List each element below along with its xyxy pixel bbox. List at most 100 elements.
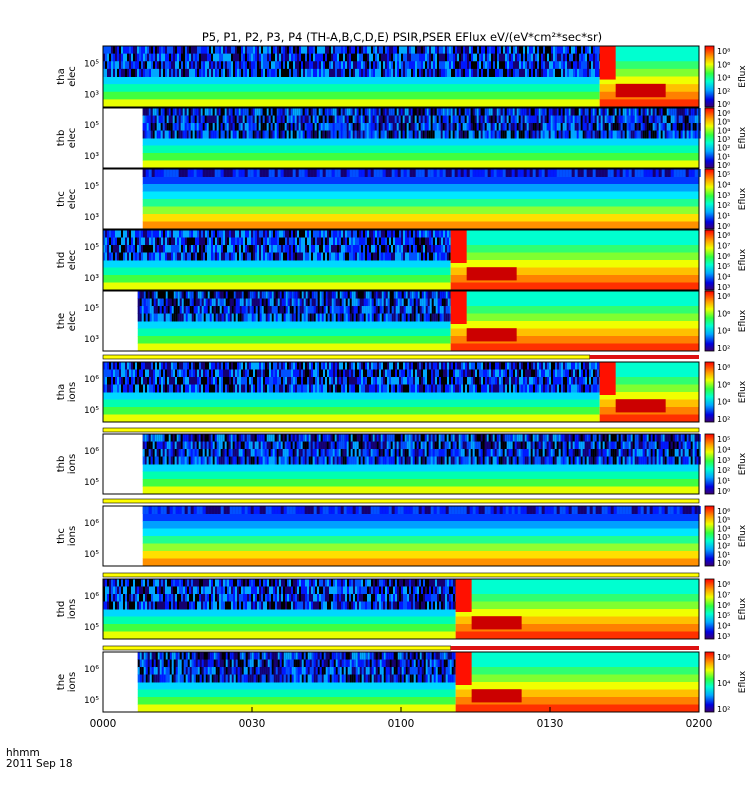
spectrum-cell (485, 53, 487, 62)
spectrum-cell (395, 53, 397, 62)
spectrum-cell (169, 252, 171, 261)
spectrum-cell (267, 237, 269, 246)
spectrum-cell (133, 362, 135, 370)
spectrum-hot-block (466, 267, 517, 281)
spectrum-cell (271, 46, 273, 55)
spectrum-cell (419, 298, 422, 307)
spectrum-cell (423, 230, 425, 238)
spectrum-cell (155, 252, 157, 261)
spectrum-cell (597, 384, 599, 393)
spectrum-cell (287, 298, 290, 307)
spectrum-cell (351, 46, 353, 55)
spectrum-cell (558, 115, 561, 124)
spectrum-cell (409, 68, 411, 77)
spectrum-cell (568, 108, 571, 116)
spectrum-cell (195, 61, 197, 70)
spectrum-cell (207, 306, 210, 314)
spectrum-cell (329, 291, 332, 299)
spectrum-cell (219, 46, 221, 55)
spectrum-cell (179, 61, 181, 70)
spectrum-cell (343, 46, 345, 55)
spectrum-cell (153, 68, 155, 77)
spectrum-cell (351, 313, 354, 322)
spectrum-cell (503, 68, 505, 77)
spectrum-cell (325, 377, 327, 385)
spectrum-cell (573, 377, 575, 385)
spectrum-cell (377, 291, 380, 299)
spectrum-cell (333, 313, 336, 322)
spectrum-cell (624, 130, 627, 139)
spectrum-cell (585, 369, 587, 378)
spectrum-cell (438, 108, 441, 116)
spectrum-cell (417, 369, 419, 378)
spectrum-cell (401, 313, 404, 322)
spectrum-cell (271, 245, 273, 253)
spectrum-cell (363, 252, 365, 261)
spectrum-cell (285, 252, 287, 261)
spectrum-cell (531, 46, 533, 55)
spectrum-cell (262, 169, 266, 177)
spectrum-cell (325, 46, 327, 55)
spectrum-cell (321, 252, 323, 261)
spectrum-cell (672, 115, 675, 124)
spectrum-cell (429, 362, 431, 370)
spectrum-cell (237, 369, 239, 378)
spectrum-cell (211, 384, 213, 393)
spectrum-cell (189, 230, 191, 238)
spectrum-cell (652, 169, 656, 177)
spectrum-cell (119, 384, 121, 393)
spectrum-cell (212, 108, 215, 116)
spectrum-cell (289, 169, 293, 177)
spectrum-cell (427, 230, 429, 238)
spectrum-cell (218, 456, 221, 465)
spectrum-cell (151, 306, 154, 314)
spectrum-cell (103, 46, 105, 55)
spectrum-cell (245, 298, 248, 307)
spectrum-cell (496, 115, 499, 124)
spectrum-cell (399, 230, 401, 238)
spectrum-cell (333, 384, 335, 393)
spectrum-cell (107, 61, 109, 70)
spectrum-cell (517, 46, 519, 55)
spectrum-cell (152, 123, 155, 131)
spectrum-cell (147, 384, 149, 393)
spectrum-cell (403, 313, 406, 322)
spectrum-cell (283, 362, 285, 370)
spectrum-cell (295, 68, 297, 77)
spectrum-cell (256, 115, 259, 124)
spectrum-cell (626, 115, 629, 124)
spectrum-cell (168, 108, 171, 116)
spectrum-cell (363, 53, 365, 62)
spectrum-cell (263, 291, 266, 299)
spectrum-cell (569, 53, 571, 62)
spectrum-cell (698, 130, 701, 139)
spectrum-cell (341, 252, 343, 261)
spectrum-cell (168, 456, 171, 465)
spectrum-cell (642, 108, 645, 116)
spectrum-cell (598, 123, 601, 131)
spectrum-cell (377, 369, 379, 378)
spectrum-cell (600, 130, 603, 139)
spectrum-cell (383, 237, 385, 246)
spectrum-cell (331, 61, 333, 70)
spectrum-cell (162, 108, 165, 116)
spectrum-cell (369, 298, 372, 307)
spectrum-cell (379, 313, 382, 322)
spectrum-cell (421, 313, 424, 322)
spectrum-cell (491, 68, 493, 77)
spectrum-band-after (450, 313, 699, 322)
colorbar-label: Eflux (738, 65, 748, 88)
spectrum-cell (273, 384, 275, 393)
spectrum-cell (395, 384, 397, 393)
spectrum-cell (466, 108, 469, 116)
spectrum-cell (698, 108, 701, 116)
spectrum-cell (487, 46, 489, 55)
spectrum-cell (393, 237, 395, 246)
spectrum-cell (309, 68, 311, 77)
spectrum-cell (266, 108, 269, 116)
spectrum-cell (212, 441, 215, 450)
spectrum-cell (283, 61, 285, 70)
spectrum-cell (314, 123, 317, 131)
spectrum-cell (421, 298, 424, 307)
spectrum-cell (189, 237, 191, 246)
